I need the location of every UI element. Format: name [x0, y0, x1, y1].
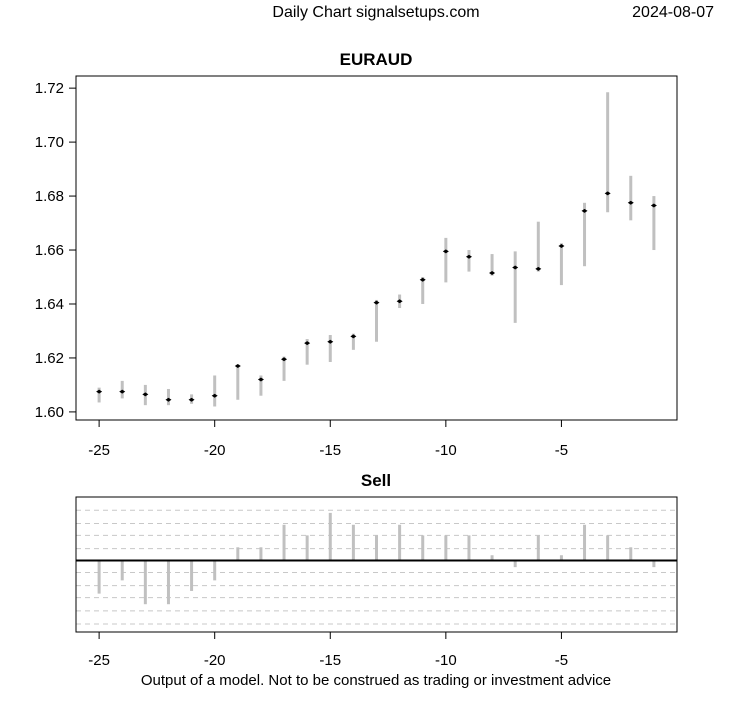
price-y-tick-label: 1.62: [35, 350, 64, 367]
price-close-marker: [489, 270, 496, 275]
signal-panel: -25 -20 -15 -10 -5: [75, 496, 678, 669]
price-close-marker: [257, 377, 264, 382]
signal-x-tick-label: -10: [435, 652, 457, 669]
signal-x-tick-label: -20: [204, 652, 226, 669]
price-close-marker: [581, 208, 588, 213]
price-x-tick-label: -15: [319, 442, 341, 459]
price-x-tick-label: -25: [88, 442, 110, 459]
price-close-marker: [373, 300, 380, 305]
price-close-marker: [165, 397, 172, 402]
price-close-marker: [419, 277, 426, 282]
price-x-tick-label: -5: [555, 442, 568, 459]
price-close-marker: [142, 392, 149, 397]
price-close-marker: [234, 364, 241, 369]
price-panel: 1.60 1.62 1.64 1.66 1.68 1.70 1.72 -25 -20 -15 -10…: [35, 75, 678, 459]
price-close-marker: [442, 249, 449, 254]
disclaimer-text: Output of a model. Not to be construed a…: [141, 672, 611, 689]
price-y-tick-label: 1.72: [35, 80, 64, 97]
signal-plot-frame: [75, 496, 678, 633]
price-y-tick-label: 1.60: [35, 404, 64, 421]
price-x-tick-label: -10: [435, 442, 457, 459]
signal-x-tick-label: -15: [319, 652, 341, 669]
price-close-marker: [396, 299, 403, 304]
price-close-marker: [627, 200, 634, 205]
price-close-marker: [604, 191, 611, 196]
signal-x-tick-label: -25: [88, 652, 110, 669]
price-y-tick-label: 1.68: [35, 188, 64, 205]
signal-chart-title: Sell: [361, 471, 391, 490]
price-close-marker: [535, 266, 542, 271]
price-close-marker: [211, 393, 218, 398]
price-x-tick-label: -20: [204, 442, 226, 459]
header-source: Daily Chart signalsetups.com: [272, 4, 479, 21]
price-close-marker: [119, 389, 126, 394]
header-date: 2024-08-07: [632, 4, 714, 21]
price-y-tick-label: 1.66: [35, 242, 64, 259]
price-close-marker: [650, 203, 657, 208]
price-close-marker: [281, 357, 288, 362]
price-close-marker: [558, 243, 565, 248]
price-close-marker: [512, 265, 519, 270]
price-close-marker: [350, 334, 357, 339]
price-close-marker: [465, 254, 472, 259]
price-close-marker: [96, 389, 103, 394]
price-close-marker: [327, 339, 334, 344]
price-y-tick-label: 1.70: [35, 134, 64, 151]
price-plot-frame: [75, 75, 678, 421]
signal-x-tick-label: -5: [555, 652, 568, 669]
price-close-marker: [188, 397, 195, 402]
price-chart-title: EURAUD: [340, 50, 413, 69]
price-y-tick-label: 1.64: [35, 296, 64, 313]
price-close-marker: [304, 341, 311, 346]
